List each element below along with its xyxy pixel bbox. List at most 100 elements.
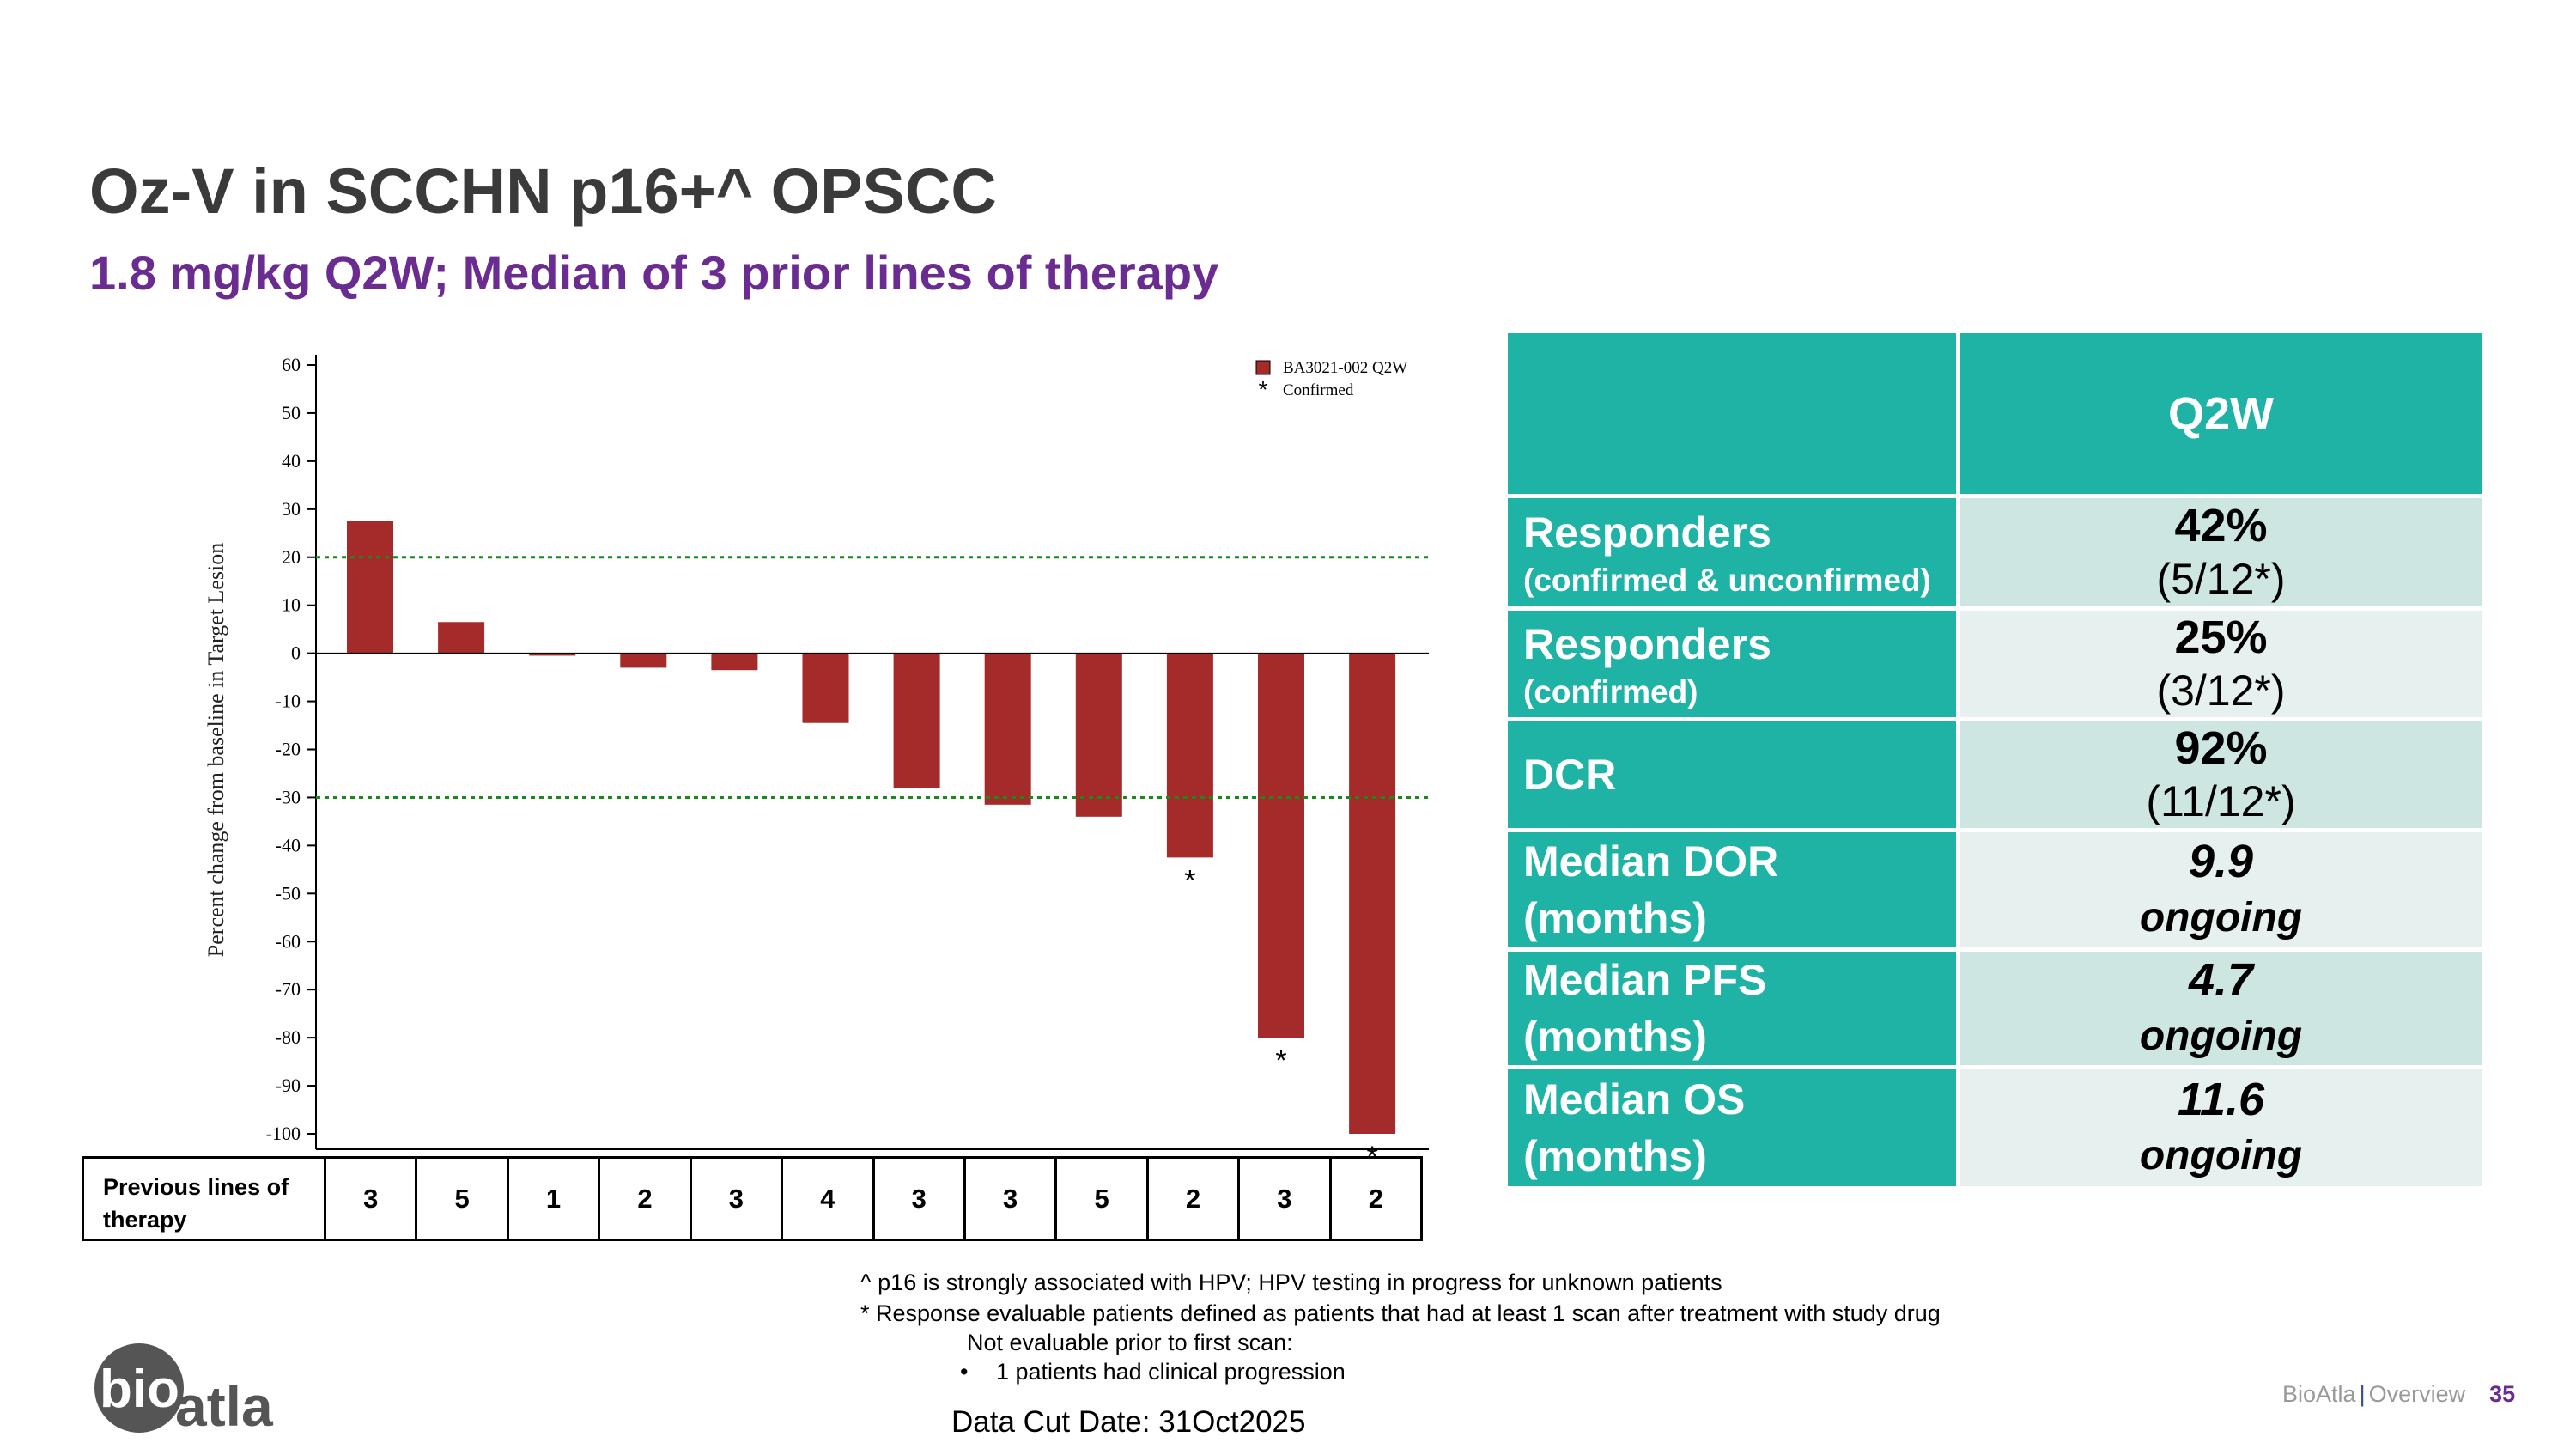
stats-value-cell: 9.9 ongoing	[1960, 832, 2482, 947]
stats-fraction: (3/12*)	[2156, 667, 2286, 715]
bar	[347, 521, 393, 654]
y-tick-label: 30	[282, 498, 301, 520]
slide-footer: BioAtla | Overview 35	[2282, 1381, 2515, 1408]
y-tick-label: 0	[291, 642, 301, 664]
y-tick-label: 20	[282, 546, 301, 568]
y-tick-label: -40	[276, 834, 301, 855]
stats-row: Median DOR (months) 9.9 ongoing	[1508, 832, 2482, 947]
svg-text:bio: bio	[100, 1360, 179, 1419]
svg-text:atla: atla	[175, 1374, 274, 1436]
bar	[1075, 653, 1122, 817]
bioatla-logo: bio atla	[94, 1343, 274, 1436]
stats-median: 9.9	[2188, 836, 2254, 887]
previous-lines-cell: 3	[326, 1159, 418, 1239]
footnote-p16: ^ p16 is strongly associated with HPV; H…	[860, 1269, 1722, 1295]
previous-lines-cell: 2	[1368, 1183, 1383, 1214]
footer-company: BioAtla	[2282, 1381, 2356, 1407]
footnote-progression: 1 patients had clinical progression	[996, 1359, 1346, 1385]
stats-label-cell: Responders (confirmed)	[1508, 611, 1956, 717]
stats-sublabel: (confirmed & unconfirmed)	[1523, 563, 1931, 598]
bar	[1349, 653, 1396, 1134]
legend-confirmed-label: Confirmed	[1283, 381, 1354, 399]
stats-status: ongoing	[2139, 1014, 2303, 1059]
stats-sublabel: (months)	[1523, 1132, 1707, 1180]
previous-lines-cell: 3	[1240, 1159, 1332, 1239]
bar	[1166, 653, 1213, 858]
y-tick-label: -50	[276, 882, 301, 904]
stats-percent: 25%	[2174, 612, 2268, 663]
y-tick-label: -20	[276, 739, 301, 760]
legend: BA3021-002 Q2W * Confirmed	[1255, 359, 1407, 403]
stats-value-cell: 4.7 ongoing	[1960, 952, 2482, 1065]
page-title: Oz-V in SCCHN p16+^ OPSCC	[89, 155, 997, 227]
stats-label-cell: Median OS (months)	[1508, 1069, 1956, 1186]
y-tick-label: -60	[276, 930, 301, 952]
bar	[711, 653, 758, 671]
stats-label-cell: Median PFS (months)	[1508, 952, 1956, 1065]
previous-lines-cell: 3	[875, 1159, 966, 1239]
stats-row: DCR 92% (11/12*)	[1508, 721, 2482, 828]
previous-lines-cell: 5	[1057, 1159, 1149, 1239]
page-number: 35	[2489, 1381, 2516, 1407]
footnote-not-evaluable: Not evaluable prior to first scan:	[967, 1330, 1293, 1355]
y-tick-label: -30	[276, 786, 301, 807]
stats-table: Q2W Responders (confirmed & unconfirmed) 4…	[1508, 333, 2482, 1190]
stats-header-row: Q2W	[1508, 333, 2482, 494]
previous-lines-cell: 2	[1149, 1159, 1241, 1239]
stats-value-cell: 11.6 ongoing	[1960, 1069, 2482, 1186]
previous-lines-cell: 2	[600, 1159, 692, 1239]
stats-label: Responders	[1523, 508, 1771, 557]
stats-value-cell: 25% (3/12*)	[1960, 611, 2482, 717]
stats-sublabel: (confirmed)	[1523, 674, 1698, 709]
stats-value-cell: 42% (5/12*)	[1960, 498, 2482, 606]
y-tick-label: -100	[266, 1123, 301, 1144]
stats-header-empty	[1508, 333, 1956, 494]
stats-status: ongoing	[2139, 895, 2303, 941]
stats-row: Responders (confirmed) 25% (3/12*)	[1508, 611, 2482, 717]
bar	[984, 653, 1031, 805]
bar	[620, 653, 667, 668]
waterfall-chart: 60 50 40 30 20 10 0 -10 -20 -30 -40 -50 -60 -70 -80 -90…	[204, 354, 1429, 1160]
stats-fraction: (11/12*)	[2146, 777, 2296, 825]
stats-label-cell: Median DOR (months)	[1508, 832, 1956, 947]
stats-label-cell: DCR	[1508, 721, 1956, 828]
stats-sublabel: (months)	[1523, 894, 1707, 942]
previous-lines-cell: 1	[509, 1159, 601, 1239]
confirmed-asterisk: *	[1184, 864, 1195, 897]
stats-row: Median PFS (months) 4.7 ongoing	[1508, 952, 2482, 1065]
footnote-evaluable: * Response evaluable patients defined as…	[860, 1300, 1941, 1326]
y-tick-label: -10	[276, 691, 301, 712]
page-subtitle: 1.8 mg/kg Q2W; Median of 3 prior lines o…	[89, 246, 1219, 300]
bar	[802, 653, 849, 723]
bullet: •	[960, 1359, 969, 1385]
y-tick-label: -80	[276, 1026, 301, 1048]
y-tick-label: 60	[282, 354, 301, 375]
legend-swatch	[1255, 360, 1271, 375]
bar	[1258, 653, 1304, 1038]
previous-lines-cell: 3	[966, 1159, 1058, 1239]
stats-row: Median OS (months) 11.6 ongoing	[1508, 1069, 2482, 1186]
bar	[893, 653, 940, 788]
y-tick-label: 10	[282, 594, 301, 616]
previous-lines-cell: 3	[692, 1159, 784, 1239]
stats-median: 11.6	[2177, 1074, 2265, 1125]
previous-lines-label: Previous lines of therapy	[84, 1159, 326, 1239]
stats-label: DCR	[1523, 751, 1617, 799]
bar	[438, 622, 485, 654]
stats-label: Median DOR	[1523, 837, 1779, 886]
y-tick-label: 50	[282, 402, 301, 423]
data-cut-date: Data Cut Date: 31Oct2025	[951, 1405, 1306, 1439]
stats-percent: 42%	[2174, 500, 2268, 551]
legend-series-label: BA3021-002 Q2W	[1283, 359, 1407, 377]
previous-lines-cell: 5	[417, 1159, 509, 1239]
stats-label: Median OS	[1523, 1075, 1746, 1123]
previous-lines-cell: 4	[783, 1159, 875, 1239]
stats-fraction: (5/12*)	[2156, 555, 2286, 603]
y-tick-label: -70	[276, 978, 301, 1000]
stats-median: 4.7	[2188, 954, 2254, 1006]
stats-label: Responders	[1523, 620, 1771, 668]
asterisk-icon: *	[1259, 376, 1268, 403]
footer-section: Overview	[2368, 1381, 2466, 1407]
confirmed-asterisk: *	[1275, 1044, 1286, 1077]
